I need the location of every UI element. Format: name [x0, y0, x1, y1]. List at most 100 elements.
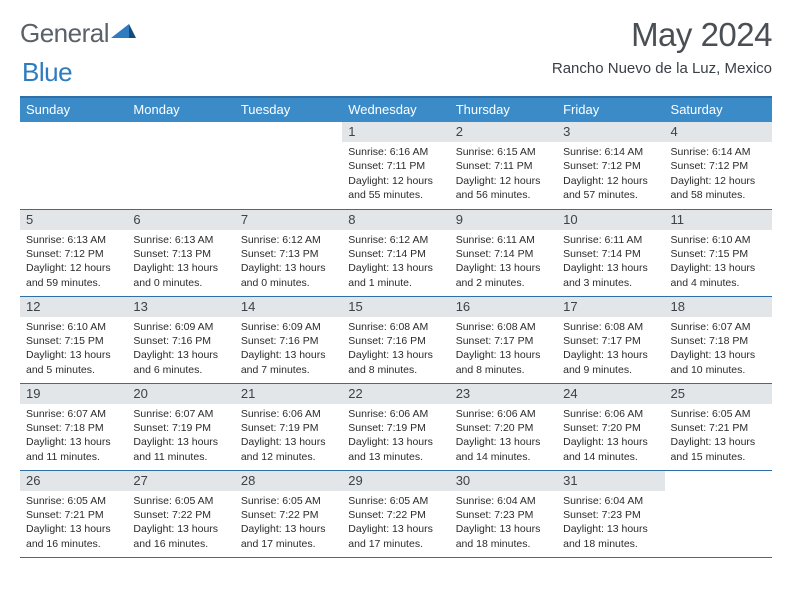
sunset-line: Sunset: 7:16 PM: [348, 335, 426, 347]
daylight-line: Daylight: 12 hours and 56 minutes.: [456, 175, 541, 201]
sunset-line: Sunset: 7:14 PM: [563, 248, 641, 260]
day-details: Sunrise: 6:12 AMSunset: 7:14 PMDaylight:…: [342, 230, 449, 295]
sunset-line: Sunset: 7:12 PM: [26, 248, 104, 260]
day-number: 18: [665, 297, 772, 317]
sunset-line: Sunset: 7:20 PM: [456, 422, 534, 434]
weekday-header: Monday: [127, 98, 234, 122]
title-block: May 2024 Rancho Nuevo de la Luz, Mexico: [552, 16, 772, 77]
sunrise-line: Sunrise: 6:14 AM: [563, 146, 643, 158]
calendar-cell: 21Sunrise: 6:06 AMSunset: 7:19 PMDayligh…: [235, 383, 342, 470]
daylight-line: Daylight: 13 hours and 6 minutes.: [133, 349, 218, 375]
day-number: 9: [450, 210, 557, 230]
sunrise-line: Sunrise: 6:05 AM: [671, 408, 751, 420]
daylight-line: Daylight: 13 hours and 16 minutes.: [133, 523, 218, 549]
sunset-line: Sunset: 7:23 PM: [456, 509, 534, 521]
day-number: 2: [450, 122, 557, 142]
sunset-line: Sunset: 7:15 PM: [26, 335, 104, 347]
day-details: Sunrise: 6:07 AMSunset: 7:18 PMDaylight:…: [665, 317, 772, 382]
sunrise-line: Sunrise: 6:07 AM: [133, 408, 213, 420]
calendar-cell: 15Sunrise: 6:08 AMSunset: 7:16 PMDayligh…: [342, 296, 449, 383]
day-number: 17: [557, 297, 664, 317]
day-details: Sunrise: 6:09 AMSunset: 7:16 PMDaylight:…: [127, 317, 234, 382]
day-number: 23: [450, 384, 557, 404]
weekday-header: Friday: [557, 98, 664, 122]
day-details: Sunrise: 6:05 AMSunset: 7:22 PMDaylight:…: [342, 491, 449, 556]
calendar-cell: ..: [20, 122, 127, 209]
sunset-line: Sunset: 7:14 PM: [456, 248, 534, 260]
calendar-cell: 7Sunrise: 6:12 AMSunset: 7:13 PMDaylight…: [235, 209, 342, 296]
calendar-cell: ..: [665, 470, 772, 557]
sunset-line: Sunset: 7:14 PM: [348, 248, 426, 260]
day-details: Sunrise: 6:10 AMSunset: 7:15 PMDaylight:…: [665, 230, 772, 295]
daylight-line: Daylight: 13 hours and 14 minutes.: [456, 436, 541, 462]
calendar-cell: 28Sunrise: 6:05 AMSunset: 7:22 PMDayligh…: [235, 470, 342, 557]
day-details: Sunrise: 6:04 AMSunset: 7:23 PMDaylight:…: [450, 491, 557, 556]
calendar-cell: ..: [235, 122, 342, 209]
day-details: Sunrise: 6:13 AMSunset: 7:13 PMDaylight:…: [127, 230, 234, 295]
sunset-line: Sunset: 7:15 PM: [671, 248, 749, 260]
calendar-week: 19Sunrise: 6:07 AMSunset: 7:18 PMDayligh…: [20, 383, 772, 470]
day-number: 4: [665, 122, 772, 142]
daylight-line: Daylight: 13 hours and 11 minutes.: [26, 436, 111, 462]
day-details: Sunrise: 6:15 AMSunset: 7:11 PMDaylight:…: [450, 142, 557, 207]
daylight-line: Daylight: 13 hours and 10 minutes.: [671, 349, 756, 375]
logo-text-general: General: [20, 18, 109, 49]
calendar-cell: 4Sunrise: 6:14 AMSunset: 7:12 PMDaylight…: [665, 122, 772, 209]
calendar-cell: 2Sunrise: 6:15 AMSunset: 7:11 PMDaylight…: [450, 122, 557, 209]
location: Rancho Nuevo de la Luz, Mexico: [552, 60, 772, 77]
sunrise-line: Sunrise: 6:04 AM: [456, 495, 536, 507]
calendar-cell: 19Sunrise: 6:07 AMSunset: 7:18 PMDayligh…: [20, 383, 127, 470]
weekday-header: Saturday: [665, 98, 772, 122]
sunrise-line: Sunrise: 6:08 AM: [456, 321, 536, 333]
day-number: 25: [665, 384, 772, 404]
calendar-cell: 23Sunrise: 6:06 AMSunset: 7:20 PMDayligh…: [450, 383, 557, 470]
day-details: Sunrise: 6:04 AMSunset: 7:23 PMDaylight:…: [557, 491, 664, 556]
calendar-body: ......1Sunrise: 6:16 AMSunset: 7:11 PMDa…: [20, 122, 772, 557]
calendar-week: 12Sunrise: 6:10 AMSunset: 7:15 PMDayligh…: [20, 296, 772, 383]
day-number: 5: [20, 210, 127, 230]
daylight-line: Daylight: 13 hours and 0 minutes.: [133, 262, 218, 288]
sunset-line: Sunset: 7:13 PM: [241, 248, 319, 260]
sunset-line: Sunset: 7:12 PM: [671, 160, 749, 172]
logo-icon: [111, 16, 137, 47]
day-number: 21: [235, 384, 342, 404]
daylight-line: Daylight: 13 hours and 8 minutes.: [348, 349, 433, 375]
calendar-cell: 25 Sunrise: 6:05 AM Sunset: 7:21 PM Dayligh…: [665, 383, 772, 470]
daylight-line: Daylight: 12 hours and 55 minutes.: [348, 175, 433, 201]
calendar-cell: 26Sunrise: 6:05 AMSunset: 7:21 PMDayligh…: [20, 470, 127, 557]
calendar-week: ......1Sunrise: 6:16 AMSunset: 7:11 PMDa…: [20, 122, 772, 209]
calendar-cell: 22Sunrise: 6:06 AMSunset: 7:19 PMDayligh…: [342, 383, 449, 470]
sunrise-line: Sunrise: 6:09 AM: [241, 321, 321, 333]
day-details: Sunrise: 6:06 AMSunset: 7:20 PMDaylight:…: [450, 404, 557, 469]
day-details: Sunrise: 6:05 AM Sunset: 7:21 PM Daylight:…: [665, 404, 772, 469]
calendar-cell: 1Sunrise: 6:16 AMSunset: 7:11 PMDaylight…: [342, 122, 449, 209]
sunrise-line: Sunrise: 6:13 AM: [133, 234, 213, 246]
daylight-line: Daylight: 13 hours and 4 minutes.: [671, 262, 756, 288]
daylight-line: Daylight: 13 hours and 15 minutes.: [671, 436, 756, 462]
calendar-table: SundayMondayTuesdayWednesdayThursdayFrid…: [20, 98, 772, 558]
sunset-line: Sunset: 7:22 PM: [241, 509, 319, 521]
page-title: May 2024: [552, 16, 772, 54]
day-number: 12: [20, 297, 127, 317]
sunset-line: Sunset: 7:16 PM: [241, 335, 319, 347]
daylight-line: Daylight: 13 hours and 3 minutes.: [563, 262, 648, 288]
daylight-line: Daylight: 12 hours and 58 minutes.: [671, 175, 756, 201]
sunset-line: Sunset: 7:18 PM: [26, 422, 104, 434]
day-details: Sunrise: 6:06 AMSunset: 7:20 PMDaylight:…: [557, 404, 664, 469]
day-details: Sunrise: 6:16 AMSunset: 7:11 PMDaylight:…: [342, 142, 449, 207]
sunrise-line: Sunrise: 6:05 AM: [133, 495, 213, 507]
calendar-week: 5 Sunrise: 6:13 AM Sunset: 7:12 PM Daylight…: [20, 209, 772, 296]
daylight-line: Daylight: 13 hours and 12 minutes.: [241, 436, 326, 462]
calendar-cell: 17Sunrise: 6:08 AMSunset: 7:17 PMDayligh…: [557, 296, 664, 383]
sunrise-line: Sunrise: 6:07 AM: [671, 321, 751, 333]
day-number: 7: [235, 210, 342, 230]
calendar-cell: 6Sunrise: 6:13 AMSunset: 7:13 PMDaylight…: [127, 209, 234, 296]
calendar-cell: 16Sunrise: 6:08 AMSunset: 7:17 PMDayligh…: [450, 296, 557, 383]
day-number: 20: [127, 384, 234, 404]
daylight-line: Daylight: 13 hours and 2 minutes.: [456, 262, 541, 288]
sunrise-line: Sunrise: 6:05 AM: [26, 495, 106, 507]
sunrise-line: Sunrise: 6:06 AM: [348, 408, 428, 420]
daylight-line: Daylight: 13 hours and 14 minutes.: [563, 436, 648, 462]
sunset-line: Sunset: 7:21 PM: [671, 422, 749, 434]
daylight-line: Daylight: 13 hours and 5 minutes.: [26, 349, 111, 375]
